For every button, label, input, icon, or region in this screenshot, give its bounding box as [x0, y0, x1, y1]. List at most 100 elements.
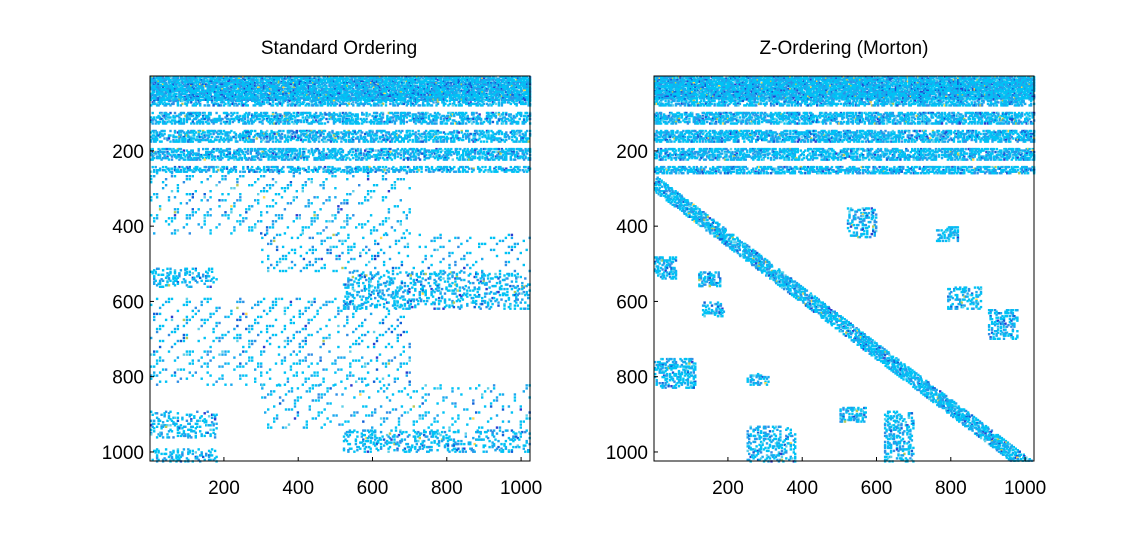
nonzero-point [293, 112, 295, 114]
nonzero-point [312, 104, 314, 106]
nonzero-point [247, 116, 249, 118]
nonzero-point [360, 99, 362, 101]
nonzero-point [447, 119, 449, 121]
nonzero-point [207, 101, 209, 103]
nonzero-point [435, 119, 437, 121]
nonzero-point [259, 99, 261, 101]
nonzero-point [316, 116, 318, 118]
nonzero-point [389, 103, 391, 105]
nonzero-point [223, 104, 225, 106]
nonzero-point [467, 130, 469, 132]
nonzero-point [204, 104, 206, 106]
nonzero-point [155, 122, 157, 124]
nonzero-point [311, 122, 313, 124]
nonzero-point [294, 116, 296, 118]
nonzero-point [410, 104, 412, 106]
nonzero-point [208, 104, 210, 106]
nonzero-point [471, 122, 473, 124]
nonzero-point [382, 113, 384, 115]
nonzero-point [504, 101, 506, 103]
nonzero-point [204, 118, 206, 120]
nonzero-point [190, 122, 192, 124]
nonzero-point [272, 101, 274, 103]
nonzero-point [339, 121, 341, 123]
nonzero-point [229, 104, 231, 106]
nonzero-point [462, 122, 464, 124]
nonzero-point [238, 121, 240, 123]
nonzero-point [325, 118, 327, 120]
nonzero-point [346, 104, 348, 106]
nonzero-point [440, 118, 442, 120]
nonzero-point [489, 100, 491, 102]
nonzero-point [215, 112, 217, 114]
nonzero-point [524, 103, 526, 105]
nonzero-point [302, 116, 304, 118]
nonzero-point [441, 122, 443, 124]
nonzero-point [385, 101, 387, 103]
nonzero-point [370, 104, 372, 106]
nonzero-point [189, 118, 191, 120]
nonzero-point [220, 119, 222, 121]
nonzero-point [403, 103, 405, 105]
nonzero-point [516, 104, 518, 106]
nonzero-point [386, 122, 388, 124]
nonzero-point [287, 104, 289, 106]
plot-standard-ordering: Standard Ordering 200 400 600 800 1000200400… [102, 38, 543, 499]
nonzero-point [196, 122, 198, 124]
nonzero-point [281, 104, 283, 106]
nonzero-point [334, 104, 336, 106]
nonzero-point [291, 104, 293, 106]
nonzero-point [520, 115, 522, 117]
nonzero-point [477, 104, 479, 106]
nonzero-point [163, 130, 165, 132]
nonzero-point [452, 122, 454, 124]
nonzero-point [247, 104, 249, 106]
nonzero-point [276, 104, 278, 106]
nonzero-point [260, 104, 262, 106]
nonzero-point [526, 112, 528, 114]
nonzero-point [321, 104, 323, 106]
nonzero-point [416, 82, 418, 84]
nonzero-point [477, 122, 479, 124]
nonzero-point [516, 100, 518, 102]
nonzero-point [183, 112, 185, 114]
nonzero-point [499, 115, 501, 117]
nonzero-point [152, 122, 154, 124]
nonzero-point [254, 104, 256, 106]
nonzero-point [406, 116, 408, 118]
nonzero-point [468, 121, 470, 123]
nonzero-point [431, 104, 433, 106]
nonzero-point [510, 103, 512, 105]
nonzero-point [490, 104, 492, 106]
nonzero-point [288, 122, 290, 124]
nonzero-point [328, 118, 330, 120]
nonzero-point [397, 104, 399, 106]
nonzero-point [495, 103, 497, 105]
nonzero-point [169, 116, 171, 118]
nonzero-point [470, 104, 472, 106]
nonzero-point [461, 104, 463, 106]
nonzero-point [415, 122, 417, 124]
nonzero-point [174, 116, 176, 118]
nonzero-point [403, 122, 405, 124]
nonzero-point [308, 104, 310, 106]
nonzero-point [297, 115, 299, 117]
nonzero-point [428, 122, 430, 124]
nonzero-point [514, 116, 516, 118]
nonzero-point [302, 103, 304, 105]
nonzero-point [327, 121, 329, 123]
nonzero-point [261, 122, 263, 124]
nonzero-point [487, 104, 489, 106]
nonzero-point [254, 130, 256, 132]
nonzero-point [438, 113, 440, 115]
nonzero-point [299, 99, 301, 101]
nonzero-point [183, 122, 185, 124]
nonzero-point [358, 104, 360, 106]
nonzero-point [248, 122, 250, 124]
nonzero-point [324, 122, 326, 124]
nonzero-point [475, 112, 477, 114]
nonzero-point [453, 115, 455, 117]
nonzero-point [432, 101, 434, 103]
nonzero-point [443, 104, 445, 106]
nonzero-point [174, 122, 176, 124]
